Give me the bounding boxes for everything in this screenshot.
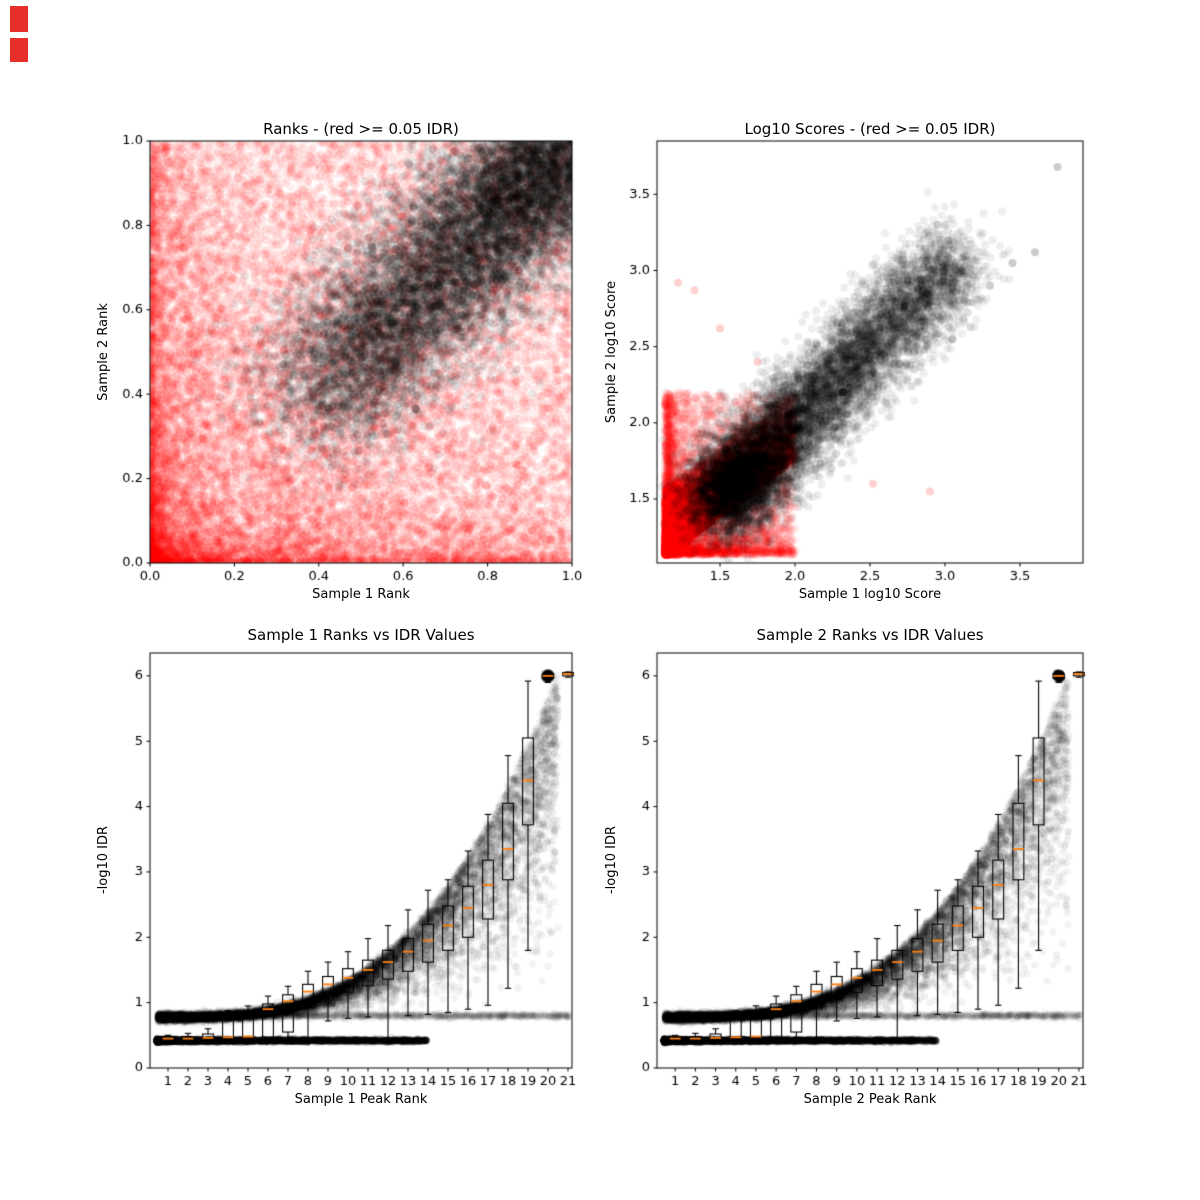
chart-title-sample2-idr: Sample 2 Ranks vs IDR Values [756, 626, 984, 644]
yaxis-label-scores: Sample 2 log10 Score [604, 280, 619, 424]
yaxis-label-sample2-idr: -log10 IDR [604, 825, 619, 895]
xaxis-label-scores: Sample 1 log10 Score [798, 587, 942, 602]
screen-corner-artifact-2 [10, 38, 28, 62]
yaxis-label-sample1-idr: -log10 IDR [96, 825, 111, 895]
yaxis-label-ranks: Sample 2 Rank [96, 303, 111, 401]
chart-title-scores: Log10 Scores - (red >= 0.05 IDR) [744, 120, 996, 138]
xaxis-label-sample2-idr: Sample 2 Peak Rank [803, 1092, 937, 1107]
xaxis-label-ranks: Sample 1 Rank [312, 587, 410, 602]
xaxis-label-sample1-idr: Sample 1 Peak Rank [294, 1092, 428, 1107]
chart-title-ranks: Ranks - (red >= 0.05 IDR) [263, 120, 459, 138]
chart-title-sample1-idr: Sample 1 Ranks vs IDR Values [247, 626, 475, 644]
screen-corner-artifact-1 [10, 6, 28, 32]
